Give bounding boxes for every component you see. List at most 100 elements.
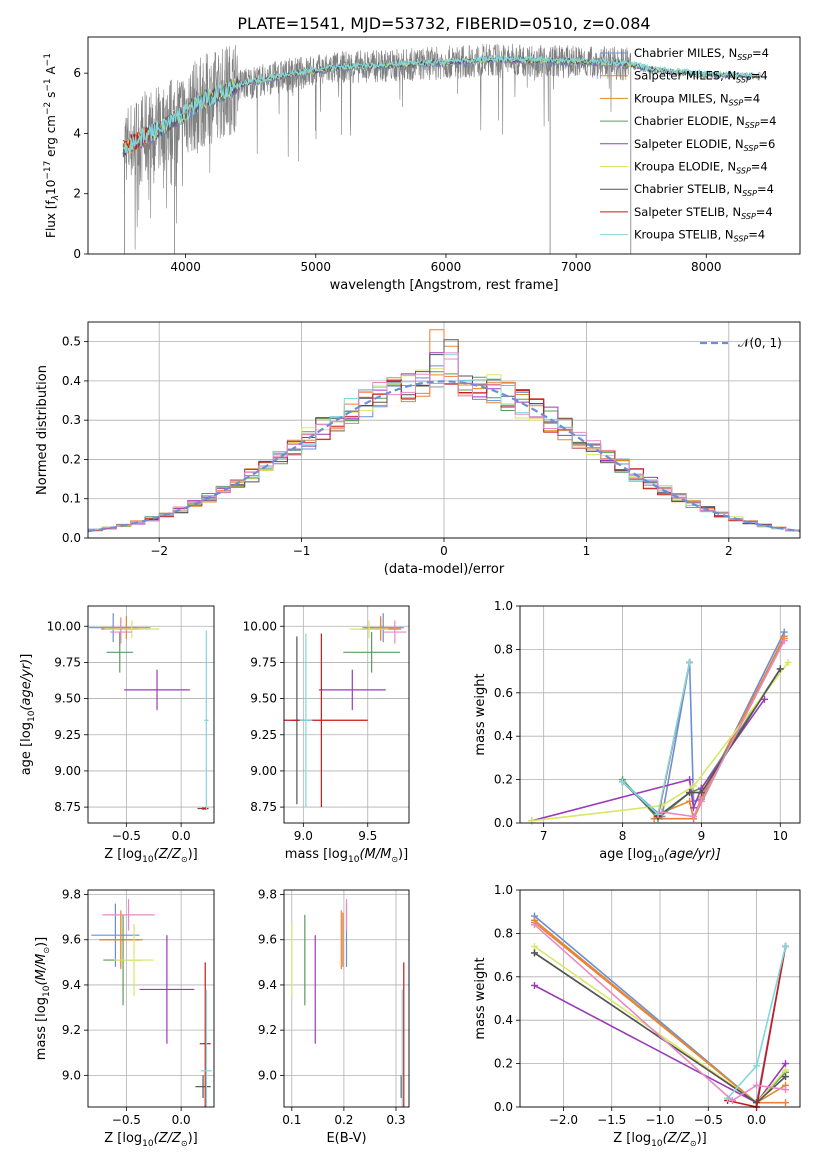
y-tick-label: 0.0 [494, 816, 513, 830]
x-tick-label: 5000 [301, 260, 332, 274]
x-tick-label: 0.3 [386, 1113, 405, 1127]
residuals-panel: −2 −1 0 1 2 0.0 0.1 0.2 0.3 0.4 0.5 (data-model)/er… [35, 321, 801, 577]
weight-vs-age-x-axis-label: age [log10(age/yr)] [599, 847, 721, 865]
x-tick-label: 9.0 [294, 829, 313, 843]
weight-marker [782, 1099, 790, 1107]
legend-entry: Salpeter ELODIE, NSSP=6 [634, 137, 775, 153]
axes-frame [283, 889, 410, 1108]
y-tick-label: 0.0 [62, 531, 81, 545]
weight_vs_Z-grid [520, 889, 800, 1108]
legend-entry: Kroupa ELODIE, NSSP=4 [634, 160, 768, 176]
x-tick-label: −1.5 [597, 1113, 626, 1127]
y-tick-label: 0.6 [494, 686, 513, 700]
mass-vs-Z-x-axis-label: Z [log10(Z/Z⊙)] [104, 1131, 198, 1149]
weight-series-1 [654, 638, 785, 820]
mass_vs_EBV-grid [284, 890, 409, 1107]
x-tick-label: 1 [583, 544, 591, 558]
weight-marker [530, 981, 538, 989]
age-vs-Z-x-axis-label: Z [log10(Z/Z⊙)] [104, 847, 198, 865]
normal-reference-curve [87, 380, 801, 533]
weight-marker [690, 812, 698, 820]
observed-spectrum [124, 43, 632, 250]
y-tick-label: 9.6 [62, 933, 81, 947]
y-tick-label: 9.2 [62, 1023, 81, 1037]
weight-marker [686, 658, 694, 666]
x-tick-label: 0.0 [172, 829, 191, 843]
y-tick-label: 9.75 [250, 655, 277, 669]
mass_vs_Z-grid [88, 890, 214, 1107]
x-tick-label: −0.5 [112, 1113, 141, 1127]
y-tick-label: 9.0 [62, 1068, 81, 1082]
weight-marker [782, 1073, 790, 1081]
weight-marker [761, 695, 769, 703]
spectrum-x-axis-label: wavelength [Angstrom, rest frame] [330, 278, 559, 293]
weight-vs-Z-y-axis-label: mass weight [473, 957, 488, 1039]
y-tick-label: 0.1 [62, 492, 81, 506]
model-spectrum-7 [122, 127, 150, 154]
axes-frame [87, 605, 215, 824]
x-tick-label: 0.0 [172, 1113, 191, 1127]
axes-frame [519, 605, 801, 824]
x-tick-label: 0.1 [282, 1113, 301, 1127]
weight-marker [619, 778, 627, 786]
mass-vs-Z-y-axis-label: mass [log10(M/M⊙)] [34, 937, 52, 1060]
weight-marker [530, 949, 538, 957]
weight-marker [784, 658, 792, 666]
weight-marker [776, 665, 784, 673]
model-spectrum-8 [122, 54, 761, 154]
y-tick-label: 9.50 [54, 692, 81, 706]
y-tick-label: 0.5 [62, 335, 81, 349]
legend-entry: Chabrier MILES, NSSP=4 [634, 46, 769, 62]
x-tick-label: 4000 [170, 260, 201, 274]
x-tick-label: 6000 [431, 260, 462, 274]
weight-marker [658, 808, 666, 816]
mass-vs-metallicity-panel: −0.5 0.0 9.0 9.2 9.4 9.6 9.8 Z [log10(Z/Z⊙)] mas… [34, 888, 215, 1149]
axes-frame [87, 36, 801, 255]
x-tick-label: 8000 [691, 260, 722, 274]
x-tick-label: 0.2 [334, 1113, 353, 1127]
legend-entry: Kroupa STELIB, NSSP=4 [634, 228, 765, 244]
weight-marker [530, 942, 538, 950]
weight-marker [782, 942, 790, 950]
axes-frame [519, 889, 801, 1108]
y-tick-label: 1.0 [494, 599, 513, 613]
y-tick-label: 6 [73, 66, 81, 80]
weight-marker [780, 637, 788, 645]
weight-series-4 [531, 698, 766, 822]
age-vs-mass-x-axis-label: mass [log10(M/M⊙)] [285, 847, 408, 865]
y-tick-label: 9.25 [54, 728, 81, 742]
weight-vs-age-panel: 7 8 9 10 0.0 0.2 0.4 0.6 0.8 1.0 age [log10(age/yr… [473, 599, 801, 865]
weight-marker [753, 1062, 761, 1070]
y-tick-label: 2 [73, 187, 81, 201]
y-tick-label: 10.00 [243, 619, 277, 633]
weight-vs-Z-x-axis-label: Z [log10(Z/Z⊙)] [613, 1131, 707, 1149]
x-tick-label: −1.0 [645, 1113, 674, 1127]
y-tick-label: 9.8 [62, 888, 81, 902]
weight-vs-age-y-axis-label: mass weight [473, 673, 488, 755]
weight-series-9 [661, 640, 785, 818]
x-tick-label: 9 [698, 829, 706, 843]
weight-marker [686, 776, 694, 784]
weight-marker [697, 789, 705, 797]
residuals-legend: 𝒩(0, 1) [700, 336, 782, 350]
x-tick-label: −2.0 [549, 1113, 578, 1127]
x-tick-label: 2 [725, 544, 733, 558]
y-tick-label: 0.8 [494, 642, 513, 656]
spectrum-panel: 4000 5000 6000 7000 8000 0 2 4 6 wavelength [Angs… [43, 36, 801, 293]
weight_vs_age-grid [520, 605, 800, 824]
age-vs-metallicity-panel: −0.5 0.0 8.75 9.00 9.25 9.50 9.75 10.00 Z [log10… [19, 605, 215, 865]
legend-entry: Kroupa MILES, NSSP=4 [634, 91, 760, 107]
weight-series-9 [533, 924, 786, 1102]
weight-series-8 [621, 662, 691, 816]
y-tick-label: 9.0 [258, 1068, 277, 1082]
y-tick-label: 8.75 [54, 800, 81, 814]
y-tick-label: 0.0 [494, 1100, 513, 1114]
y-tick-label: 9.75 [54, 655, 81, 669]
x-tick-label: 0 [440, 544, 448, 558]
axes-frame [283, 605, 410, 824]
y-tick-label: 0.6 [494, 970, 513, 984]
weight-marker [654, 810, 662, 818]
weight-marker [697, 797, 705, 805]
weight-marker [753, 1081, 761, 1089]
